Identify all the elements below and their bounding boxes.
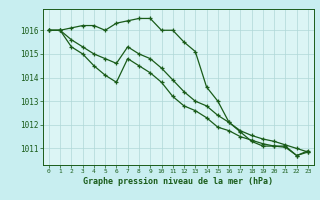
X-axis label: Graphe pression niveau de la mer (hPa): Graphe pression niveau de la mer (hPa) (84, 177, 273, 186)
